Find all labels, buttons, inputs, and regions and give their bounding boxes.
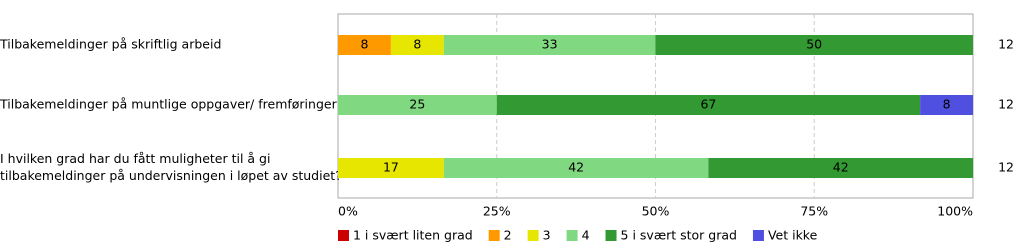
bar-segment (338, 95, 497, 115)
bar-segment (708, 158, 974, 178)
bar-segment (655, 35, 973, 55)
n-label: 12 (998, 160, 1014, 175)
n-label: 12 (998, 37, 1014, 52)
category-label: Tilbakemeldinger på skriftlig arbeid (0, 37, 221, 52)
legend-swatch (605, 230, 617, 241)
bar-segment (920, 95, 973, 115)
category-label: Tilbakemeldinger på muntlige oppgaver/ f… (0, 97, 338, 112)
x-tick-label: 0% (338, 204, 358, 219)
value-label: 17 (383, 160, 399, 175)
legend-swatch (752, 230, 764, 241)
legend-swatch (488, 230, 500, 241)
x-tick-label: 50% (642, 204, 670, 219)
bar-segment (390, 35, 444, 55)
x-tick-label: 75% (800, 204, 828, 219)
category-label: tilbakemeldinger på undervisningen i løp… (0, 168, 342, 183)
value-label: 50 (806, 37, 822, 52)
value-label: 8 (943, 97, 951, 112)
bar-segment (496, 95, 921, 115)
bar-segment (338, 158, 444, 178)
value-label: 42 (833, 160, 849, 175)
value-label: 67 (700, 97, 716, 112)
x-tick-label: 25% (483, 204, 511, 219)
legend-swatch (338, 230, 349, 241)
value-label: 25 (409, 97, 425, 112)
legend-label: 1 i svært liten grad (353, 228, 473, 243)
value-label: 42 (568, 160, 584, 175)
category-label: I hvilken grad har du fått muligheter ti… (0, 151, 270, 166)
x-tick-label: 100% (937, 204, 973, 219)
bar-segment (338, 35, 391, 55)
bar-segment (443, 158, 709, 178)
legend-swatch (527, 230, 539, 241)
n-label: 12 (998, 97, 1014, 112)
legend-label: 4 (582, 228, 590, 243)
legend-label: 3 (543, 228, 551, 243)
legend-label: 5 i svært stor grad (621, 228, 737, 243)
legend-swatch (566, 230, 578, 241)
value-label: 8 (360, 37, 368, 52)
legend-label: 2 (504, 228, 512, 243)
bar-segment (443, 35, 656, 55)
legend-label: Vet ikke (768, 228, 818, 243)
value-label: 33 (542, 37, 558, 52)
value-label: 8 (413, 37, 421, 52)
